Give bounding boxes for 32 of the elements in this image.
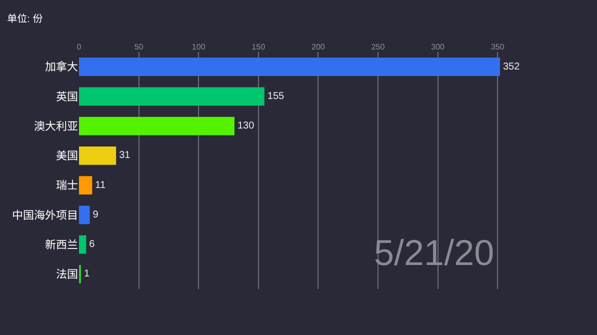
x-tick-label: 300	[431, 42, 446, 52]
y-tick-label: 澳大利亚	[34, 120, 78, 133]
data-label: 352	[503, 61, 520, 72]
x-tick-label: 100	[192, 42, 206, 52]
y-tick-label: 法国	[56, 268, 78, 282]
x-tick-label: 150	[252, 42, 266, 52]
bar	[79, 87, 264, 106]
bar	[79, 58, 500, 76]
bar	[79, 176, 92, 194]
data-label: 1	[84, 268, 90, 280]
bar	[79, 146, 116, 165]
data-label: 9	[92, 209, 99, 220]
y-tick-label: 美国	[56, 150, 78, 163]
data-label: 6	[89, 239, 96, 250]
y-tick-label: 英国	[56, 90, 78, 104]
chart-title: 单位: 份	[7, 13, 43, 26]
x-tick-label: 0	[76, 42, 82, 52]
x-tick-label: 50	[134, 42, 144, 52]
bar	[79, 206, 90, 224]
y-tick-label: 中国海外项目	[12, 208, 78, 222]
y-tick-label: 加拿大	[45, 60, 78, 74]
data-label: 11	[95, 180, 106, 191]
data-label: 155	[267, 90, 285, 102]
y-tick-label: 瑞士	[56, 179, 78, 192]
x-tick-label: 200	[312, 42, 326, 52]
x-tick-label: 250	[371, 42, 386, 52]
data-label: 31	[119, 150, 131, 162]
bar	[79, 235, 86, 254]
x-tick-label: 350	[490, 42, 505, 52]
data-label: 130	[237, 120, 255, 132]
bar	[79, 116, 234, 136]
y-tick-label: 新西兰	[45, 238, 78, 252]
